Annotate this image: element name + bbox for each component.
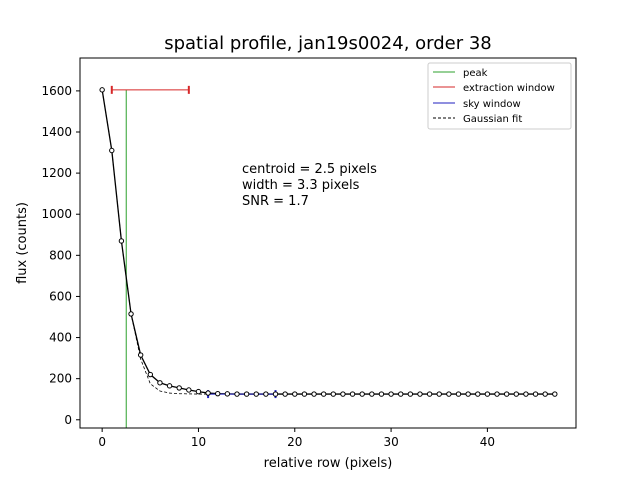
x-tick-label: 30 — [383, 435, 398, 449]
profile-point — [349, 391, 356, 397]
annotation-width: width = 3.3 pixels — [242, 178, 360, 193]
legend: peak extraction window sky window Gaussi… — [427, 62, 572, 130]
chart-title: spatial profile, jan19s0024, order 38 — [164, 33, 492, 54]
annotation-centroid: centroid = 2.5 pixels — [242, 162, 377, 177]
profile-point — [465, 391, 471, 397]
profile-point — [388, 391, 394, 397]
legend-label-gaussian-fit: Gaussian fit — [463, 114, 522, 125]
profile-point — [398, 391, 404, 397]
profile-point — [186, 387, 192, 393]
y-tick-label: 400 — [49, 331, 72, 345]
y-tick-label: 200 — [49, 372, 72, 386]
x-tick-label: 40 — [480, 435, 495, 449]
axes-frame — [79, 57, 577, 429]
profile-point — [340, 391, 346, 397]
profile-point — [109, 147, 115, 154]
profile-point — [243, 391, 250, 397]
legend-label-peak: peak — [463, 68, 488, 79]
stats-annotation: centroid = 2.5 pixels width = 3.3 pixels… — [242, 162, 377, 209]
profile-point — [436, 391, 442, 397]
legend-label-sky-window: sky window — [463, 99, 521, 110]
profile-point — [407, 391, 414, 397]
profile-point — [378, 391, 385, 397]
x-tick-label: 0 — [98, 435, 106, 449]
legend-box — [427, 62, 572, 130]
profile-point — [426, 391, 433, 397]
profile-point — [118, 238, 125, 244]
y-tick-label: 0 — [64, 413, 72, 427]
y-tick-label: 800 — [49, 248, 72, 262]
profile-point — [215, 390, 221, 397]
profile-point — [320, 391, 327, 397]
profile-point — [369, 391, 375, 397]
profile-point — [484, 391, 491, 397]
x-tick-label: 20 — [287, 435, 302, 449]
profile-point — [513, 391, 519, 397]
profile-point — [503, 391, 510, 397]
y-tick-label: 600 — [49, 289, 72, 303]
y-tick-label: 1600 — [41, 84, 72, 98]
y-tick-label: 1000 — [41, 207, 72, 221]
profile-point — [234, 391, 240, 397]
profile-point — [417, 391, 423, 397]
profile-point — [311, 391, 317, 397]
profile-point — [166, 383, 173, 389]
profile-point — [195, 388, 202, 395]
profile-point — [532, 391, 539, 397]
profile-point — [263, 391, 269, 397]
profile-point — [552, 391, 558, 397]
plot-area — [99, 85, 558, 428]
profile-point — [494, 391, 500, 397]
profile-point — [282, 391, 288, 397]
legend-label-extraction-window: extraction window — [463, 83, 555, 94]
profile-point — [128, 311, 134, 317]
profile-point — [157, 380, 163, 386]
profile-point — [147, 371, 154, 378]
profile-point — [523, 391, 529, 397]
profile-point — [205, 390, 211, 396]
y-axis-label: flux (counts) — [15, 202, 30, 284]
profile-point — [137, 352, 144, 358]
profile-point — [330, 391, 336, 397]
annotation-snr: SNR = 1.7 — [242, 194, 309, 209]
profile-point — [455, 391, 462, 397]
profile-point — [176, 385, 182, 391]
x-axis-label: relative row (pixels) — [264, 456, 393, 471]
x-tick-label: 10 — [191, 435, 206, 449]
profile-point — [475, 391, 481, 397]
y-tick-label: 1400 — [41, 125, 72, 139]
profile-point — [292, 391, 298, 397]
profile-point — [272, 391, 279, 397]
profile-point — [301, 391, 308, 397]
profile-point — [359, 391, 365, 397]
profile-point — [99, 87, 105, 93]
profile-point — [224, 391, 231, 397]
y-tick-label: 1200 — [41, 166, 72, 180]
profile-point — [446, 391, 452, 397]
profile-point — [542, 391, 548, 397]
profile-point — [253, 391, 259, 397]
